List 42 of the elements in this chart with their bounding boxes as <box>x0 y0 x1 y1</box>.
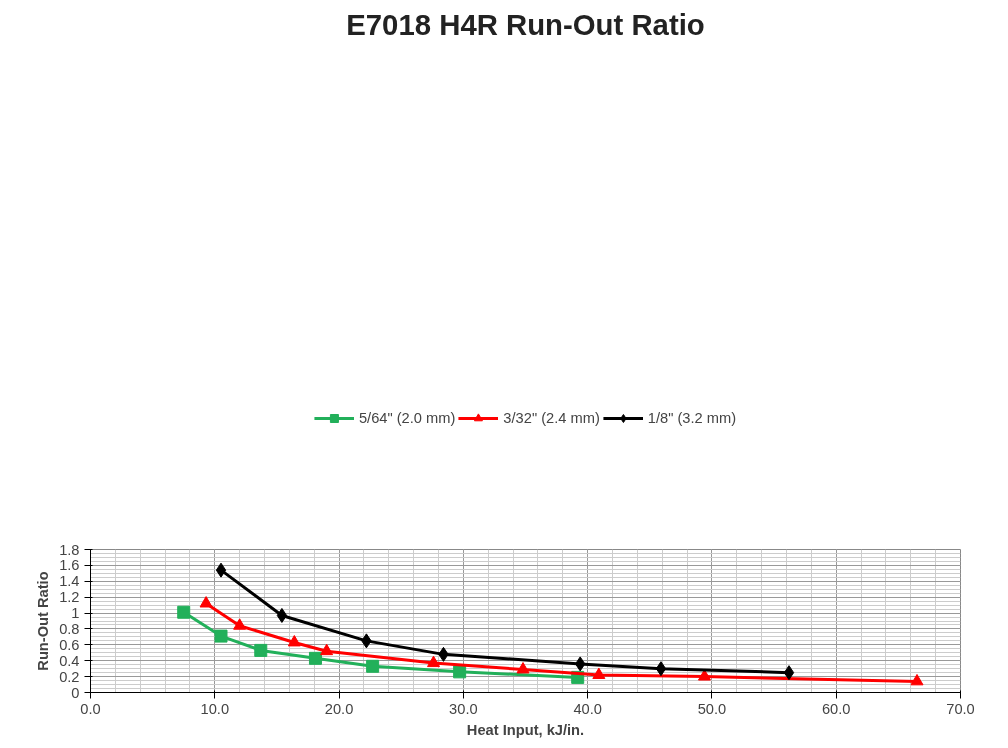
x-tick-label: 50.0 <box>697 700 727 717</box>
point <box>366 659 380 673</box>
point <box>910 673 924 686</box>
chart-title: E7018 H4R Run-Out Ratio <box>346 7 705 41</box>
y-tick-label: 1.2 <box>59 589 80 606</box>
point <box>697 669 711 681</box>
x-tick-label: 40.0 <box>573 700 602 717</box>
point <box>177 605 191 619</box>
point <box>276 607 288 623</box>
point <box>427 655 441 668</box>
y-tick-label: 1.8 <box>59 541 80 558</box>
x-tick-label: 10.0 <box>200 700 230 717</box>
x-tick-label: 60.0 <box>821 700 851 717</box>
point <box>308 651 322 665</box>
legend-label: 5/64" (2.0 mm) <box>358 410 456 426</box>
point <box>233 618 247 630</box>
point <box>199 596 213 608</box>
y-tick-label: 0.2 <box>59 668 80 685</box>
y-tick-label: 0.4 <box>59 652 80 669</box>
x-axis-title: Heat Input, kJ/in. <box>466 721 585 738</box>
y-tick-label: 0.8 <box>59 620 80 637</box>
y-tick-label: 0 <box>71 684 80 701</box>
y-tick-label: 1.6 <box>59 557 80 574</box>
point <box>516 662 530 674</box>
x-tick-label: 30.0 <box>449 700 478 717</box>
legend-label: 1/8" (3.2 mm) <box>647 410 737 426</box>
legend-label: 3/32" (2.4 mm) <box>503 410 600 426</box>
y-tick-label: 1.4 <box>59 573 80 590</box>
point <box>655 661 667 677</box>
point <box>287 635 301 647</box>
y-tick-label: 1 <box>71 605 80 622</box>
x-tick-label: 70.0 <box>946 700 975 717</box>
point <box>214 629 228 643</box>
point <box>254 643 268 657</box>
x-tick-label: 20.0 <box>324 700 354 717</box>
y-tick-label: 0.6 <box>59 636 80 653</box>
point <box>320 643 334 656</box>
point <box>215 562 227 578</box>
x-tick-label: 0.0 <box>80 700 101 717</box>
point <box>783 665 795 681</box>
y-axis-title: Run-Out Ratio <box>35 571 52 671</box>
point <box>592 667 606 679</box>
